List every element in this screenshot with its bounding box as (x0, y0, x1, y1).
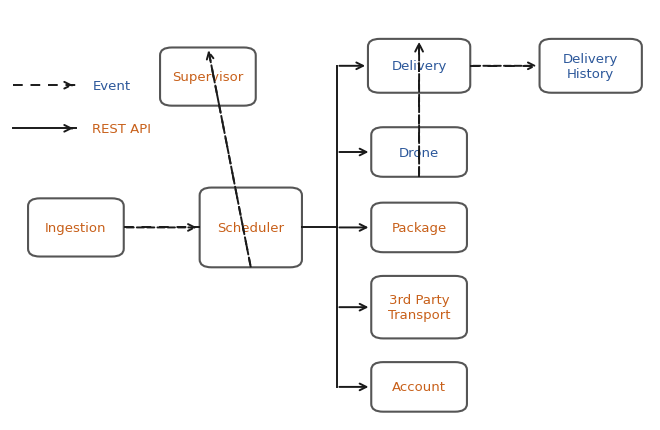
FancyBboxPatch shape (371, 362, 467, 412)
FancyBboxPatch shape (368, 40, 470, 94)
Text: REST API: REST API (92, 123, 151, 135)
FancyBboxPatch shape (371, 128, 467, 177)
Text: Drone: Drone (399, 146, 439, 159)
FancyBboxPatch shape (371, 276, 467, 339)
FancyBboxPatch shape (160, 49, 256, 107)
Text: Scheduler: Scheduler (217, 221, 284, 234)
FancyBboxPatch shape (199, 188, 302, 267)
Text: Account: Account (392, 381, 446, 393)
Text: 3rd Party
Transport: 3rd Party Transport (388, 294, 450, 321)
Text: Event: Event (92, 80, 131, 92)
FancyBboxPatch shape (371, 203, 467, 253)
Text: Delivery
History: Delivery History (563, 53, 618, 80)
Text: Delivery: Delivery (391, 60, 447, 73)
Text: Supervisor: Supervisor (172, 71, 244, 84)
Text: Ingestion: Ingestion (45, 221, 107, 234)
Text: Package: Package (391, 221, 447, 234)
FancyBboxPatch shape (539, 40, 642, 94)
FancyBboxPatch shape (28, 199, 124, 257)
